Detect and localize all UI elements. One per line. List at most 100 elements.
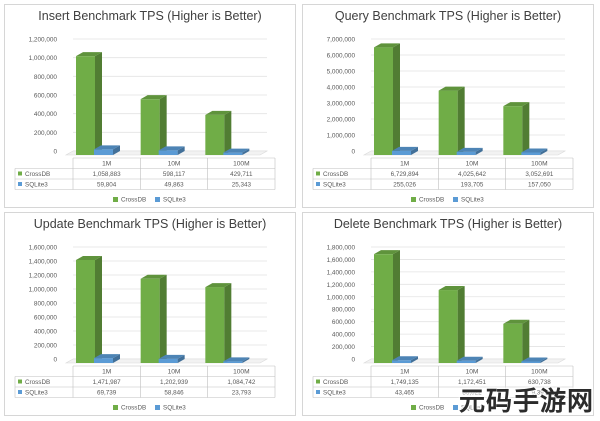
y-tick-label: 1,000,000: [29, 287, 58, 294]
sqlite3-bar-100m: [521, 148, 548, 155]
y-tick-label: 200,000: [34, 343, 58, 350]
chart-panel-update: Update Benchmark TPS (Higher is Better) 0…: [4, 212, 296, 416]
sqlite3-legend-key: [316, 390, 320, 394]
bar-top: [456, 147, 483, 152]
sqlite3-bar-100m: [223, 357, 250, 363]
bar-side: [522, 102, 530, 155]
data-label: 59,804: [97, 182, 117, 189]
bar-front: [456, 151, 476, 155]
legend-label: SQLite3: [163, 197, 186, 204]
bar-side: [411, 146, 418, 155]
data-label: 429,711: [230, 171, 253, 178]
bar-front: [392, 360, 411, 363]
y-tick-label: 1,000,000: [29, 55, 58, 62]
x-category-label: 1M: [102, 369, 111, 376]
bar-top: [76, 52, 102, 57]
bar-front: [503, 323, 523, 363]
bar-side: [411, 356, 418, 363]
data-label: 25,343: [232, 182, 252, 189]
sqlite3-bar-1m: [392, 146, 418, 155]
data-label: 255,026: [393, 182, 416, 189]
bar-top: [392, 356, 418, 361]
table-series-name: SQLite3: [323, 390, 346, 397]
y-tick-label: 1,200,000: [327, 282, 356, 289]
bar-front: [392, 150, 411, 155]
chart-update-svg: 0 200,000 400,000 600,000 800,000 1,000,000 1,…: [14, 245, 276, 412]
y-tick-label: 600,000: [332, 319, 356, 326]
crossdb-bar-1m: [374, 250, 400, 363]
bar-side: [159, 95, 167, 155]
watermark-logo: 元码手游网: [458, 387, 594, 417]
bar-side: [113, 354, 120, 363]
legend-label: SQLite3: [461, 197, 484, 204]
bar-top: [223, 357, 250, 362]
bar-front: [76, 259, 95, 363]
bar-top: [205, 283, 232, 288]
legend-label: CrossDB: [121, 405, 146, 412]
crossdb-legend-key: [18, 171, 22, 176]
crossdb-bar-10m: [140, 95, 167, 155]
bar-top: [374, 43, 400, 48]
sqlite3-legend-key: [18, 182, 22, 186]
sqlite3-bar-1m: [94, 145, 120, 155]
x-category-label: 100M: [531, 161, 548, 168]
sqlite3-bar-1m: [94, 354, 120, 363]
bar-front: [438, 290, 458, 363]
x-category-label: 10M: [168, 161, 181, 168]
data-label: 23,793: [232, 390, 252, 397]
bar-top: [521, 357, 548, 362]
bar-top: [223, 148, 250, 153]
data-label: 1,084,742: [227, 379, 256, 386]
bar-top: [158, 354, 185, 359]
bar-front: [223, 152, 243, 155]
table-series-name: SQLite3: [25, 390, 48, 397]
crossdb-legend-key: [316, 171, 320, 176]
bar-top: [94, 145, 120, 150]
crossdb-legend-key: [18, 379, 22, 384]
y-tick-label: 1,800,000: [327, 245, 356, 252]
crossdb-bar-10m: [140, 274, 167, 363]
bar-top: [392, 146, 418, 151]
chart-title: Update Benchmark TPS (Higher is Better): [33, 217, 267, 231]
y-tick-label: 600,000: [34, 93, 58, 100]
bar-side: [177, 354, 185, 363]
sqlite3-bar-100m: [521, 357, 548, 363]
y-tick-label: 400,000: [34, 329, 58, 336]
data-label: 9,397: [531, 390, 547, 397]
y-tick-label: 6,000,000: [327, 53, 356, 60]
sqlite3-legend-swatch: [453, 197, 458, 202]
bar-side: [457, 86, 465, 155]
y-tick-label: 200,000: [332, 344, 356, 351]
sqlite3-bar-1m: [392, 356, 418, 363]
bar-top: [456, 356, 483, 361]
y-tick-label: 1,600,000: [327, 257, 356, 264]
y-tick-label: 3,000,000: [327, 101, 356, 108]
y-tick-label: 600,000: [34, 315, 58, 322]
bar-top: [503, 319, 530, 324]
bar-side: [95, 52, 102, 155]
bar-front: [374, 47, 393, 155]
data-label: 36,022: [462, 390, 482, 397]
data-label: 1,172,451: [458, 379, 487, 386]
bar-front: [438, 90, 458, 155]
crossdb-legend-swatch: [113, 197, 118, 202]
bar-side: [522, 319, 530, 363]
data-label: 1,058,883: [93, 171, 122, 178]
bar-side: [113, 145, 120, 155]
data-label: 193,705: [461, 182, 484, 189]
chart-title: Delete Benchmark TPS (Higher is Better): [333, 217, 563, 231]
crossdb-bar-100m: [205, 110, 232, 155]
bar-top: [76, 255, 102, 260]
bar-front: [521, 361, 541, 363]
x-category-label: 1M: [102, 161, 111, 168]
bar-side: [475, 356, 483, 363]
y-tick-label: 4,000,000: [327, 85, 356, 92]
bar-front: [158, 358, 178, 363]
sqlite3-legend-key: [18, 390, 22, 394]
bar-side: [393, 250, 400, 363]
bar-side: [540, 357, 548, 363]
bar-top: [374, 250, 400, 255]
bar-front: [374, 254, 393, 363]
x-category-label: 100M: [531, 369, 548, 376]
sqlite3-bar-10m: [158, 354, 185, 363]
